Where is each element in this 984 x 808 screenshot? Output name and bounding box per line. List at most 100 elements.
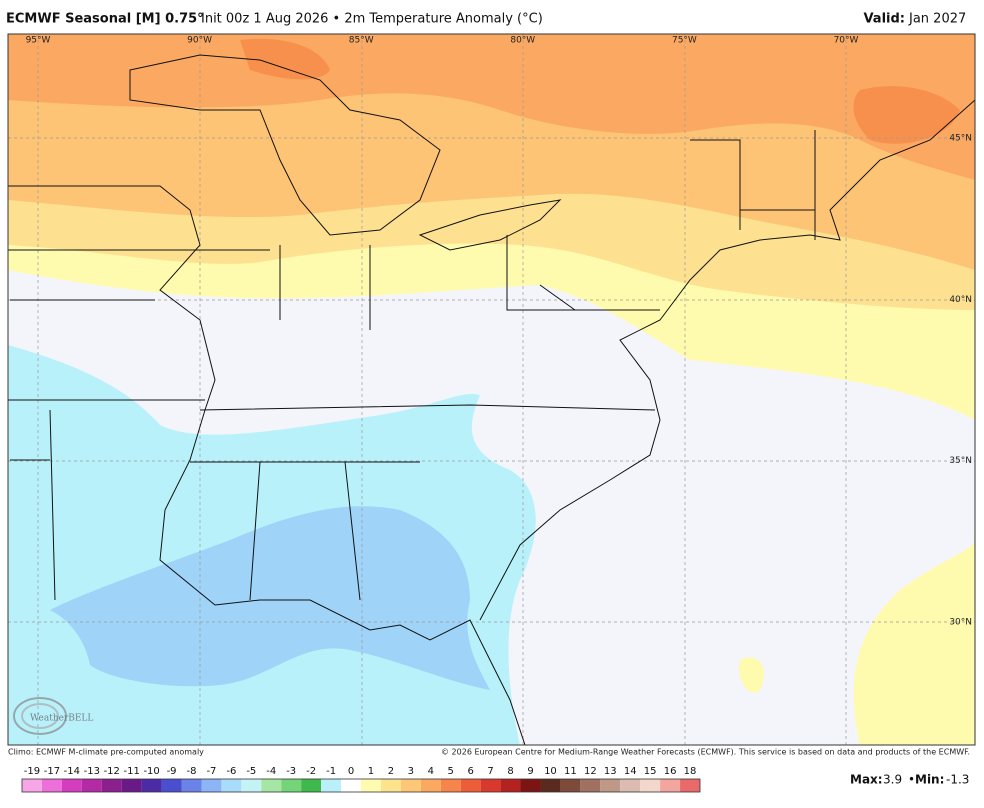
colorbar-frame: [21, 778, 701, 793]
colorbar-tick-label: -12: [104, 766, 120, 777]
title: ECMWF Seasonal [M] 0.75°: [6, 12, 204, 27]
color-swatch: [420, 779, 441, 792]
colorbar-tick-label: 16: [664, 766, 677, 777]
colorbar-tick-label: 13: [604, 766, 617, 777]
max-value: 3.9: [883, 773, 902, 787]
lat-labels: 45°N 40°N 35°N 30°N: [949, 134, 972, 628]
color-swatch: [580, 779, 601, 792]
colorbar-tick-label: -10: [143, 766, 159, 777]
anomaly-plus-5: [853, 86, 960, 144]
colorbar-tick-label: 3: [408, 766, 414, 777]
color-swatch: [22, 779, 42, 792]
colorbar-tick-label: -4: [266, 766, 276, 777]
color-swatch: [380, 779, 401, 792]
lon-labels: 95°W 90°W 85°W 80°W 75°W 70°W: [26, 36, 859, 46]
min-value: -1.3: [946, 773, 969, 787]
anomaly-minus-2: [50, 506, 490, 690]
color-swatch: [480, 779, 501, 792]
colorbar-tick-label: -6: [226, 766, 236, 777]
colorbar: -19 -17 -14 -13 -12 -11 -10 -9 -8 -7 -6 -5 -4 -3 -2 -1 0…: [21, 766, 701, 793]
color-swatch: [201, 779, 222, 792]
color-swatch: [141, 779, 162, 792]
graticule: [8, 34, 975, 745]
colorbar-tick-label: 5: [448, 766, 454, 777]
colorbar-tick-label: -7: [206, 766, 216, 777]
color-swatch: [460, 779, 481, 792]
lon-label: 75°W: [672, 36, 697, 46]
logo: WeatherBELL: [13, 697, 93, 735]
min-label: Min:: [915, 773, 944, 787]
color-swatch: [440, 779, 461, 792]
color-swatch: [520, 779, 541, 792]
colorbar-tick-label: 12: [584, 766, 597, 777]
color-swatch: [680, 779, 700, 792]
colorbar-tick-label: -3: [286, 766, 296, 777]
colorbar-tick-label: -2: [306, 766, 316, 777]
lon-label: 85°W: [349, 36, 374, 46]
lon-label: 70°W: [834, 36, 859, 46]
color-swatch: [161, 779, 182, 792]
anomaly-plus-1: [739, 657, 764, 693]
separator: •: [908, 773, 915, 787]
color-swatch: [620, 779, 641, 792]
max-label: Max:: [850, 773, 883, 787]
color-swatch: [400, 779, 421, 792]
color-swatch: [361, 779, 381, 792]
colorbar-tick-label: 0: [348, 766, 354, 777]
colorbar-tick-label: -14: [64, 766, 80, 777]
color-swatch: [261, 779, 282, 792]
colorbar-tick-label: 18: [684, 766, 697, 777]
anomaly-plus-4: [8, 34, 975, 180]
valid-label: Valid:: [863, 12, 905, 27]
color-swatch: [81, 779, 102, 792]
lat-label: 30°N: [949, 617, 972, 627]
borders: [8, 54, 975, 745]
lon-label: 80°W: [510, 36, 535, 46]
color-swatch: [221, 779, 242, 792]
color-swatch: [61, 779, 82, 792]
colorbar-tick-label: -19: [24, 766, 40, 777]
colorbar-tick-label: -9: [167, 766, 177, 777]
colorbar-tick-label: 6: [467, 766, 473, 777]
logo-text: WeatherBELL: [30, 714, 93, 724]
climo-note: Climo: ECMWF M-climate pre-computed anom…: [8, 748, 204, 757]
color-swatch: [500, 779, 521, 792]
color-swatch: [600, 779, 621, 792]
lat-label: 35°N: [949, 456, 972, 466]
colorbar-tick-label: 4: [428, 766, 434, 777]
color-swatch: [301, 779, 322, 792]
colorbar-tick-label: -13: [84, 766, 100, 777]
colorbar-tick-label: 2: [388, 766, 394, 777]
color-swatch: [321, 779, 342, 792]
color-swatch: [241, 779, 262, 792]
color-swatch: [540, 779, 561, 792]
map: [8, 34, 975, 745]
color-swatch: [281, 779, 302, 792]
subtitle: Init 00z 1 Aug 2026 • 2m Temperature Ano…: [201, 12, 543, 27]
color-swatch: [41, 779, 62, 792]
lat-label: 40°N: [949, 295, 972, 305]
lon-label: 90°W: [187, 36, 212, 46]
colorbar-tick-label: -8: [187, 766, 197, 777]
valid-date: Jan 2027: [908, 12, 966, 27]
colorbar-tick-label: -5: [246, 766, 256, 777]
anomaly-plus-5: [240, 38, 330, 80]
color-swatch: [640, 779, 661, 792]
color-swatch: [560, 779, 581, 792]
colorbar-tick-label: 15: [644, 766, 657, 777]
map-frame: [7, 33, 976, 746]
colorbar-tick-label: 9: [527, 766, 533, 777]
color-swatch: [660, 779, 681, 792]
colorbar-tick-label: -1: [326, 766, 336, 777]
colorbar-tick-label: 7: [487, 766, 493, 777]
colorbar-tick-label: -17: [44, 766, 60, 777]
color-swatch: [341, 779, 361, 792]
color-swatch: [181, 779, 202, 792]
colorbar-tick-label: 1: [368, 766, 374, 777]
colorbar-tick-label: -11: [124, 766, 140, 777]
colorbar-tick-label: 8: [507, 766, 513, 777]
copyright: © 2026 European Centre for Medium-Range …: [441, 748, 970, 757]
lon-label: 95°W: [26, 36, 51, 46]
